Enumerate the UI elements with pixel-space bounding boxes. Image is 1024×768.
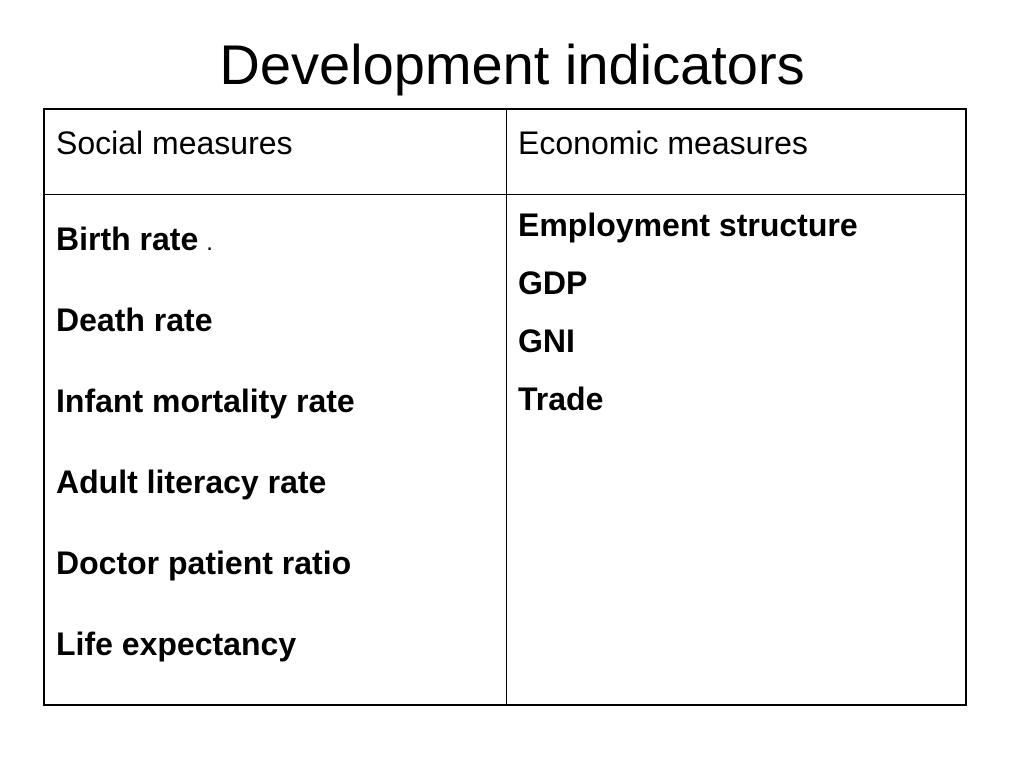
list-item: Trade	[518, 380, 858, 438]
list-item: Death rate	[56, 301, 355, 382]
list-item: GNI	[518, 322, 858, 380]
list-item: Doctor patient ratio	[56, 544, 355, 625]
social-measure-label: Life expectancy	[56, 626, 297, 662]
list-item: Life expectancy	[56, 625, 355, 706]
header-divider	[45, 194, 965, 195]
social-measure-label: Adult literacy rate	[56, 464, 327, 500]
economic-measure-label: Employment structure	[518, 207, 858, 243]
social-measure-label: Birth rate	[56, 221, 199, 257]
list-item: Birth rate.	[56, 220, 355, 301]
economic-measures-list: Employment structure GDP GNI Trade	[518, 206, 858, 438]
economic-measure-label: GDP	[518, 265, 588, 301]
list-item: Infant mortality rate	[56, 382, 355, 463]
social-measure-suffix: .	[206, 229, 213, 256]
list-item: Employment structure	[518, 206, 858, 264]
social-measure-label: Doctor patient ratio	[56, 545, 352, 581]
column-divider	[506, 110, 507, 704]
slide-title: Development indicators	[219, 33, 805, 96]
economic-measure-label: Trade	[518, 381, 604, 417]
social-measure-label: Death rate	[56, 302, 213, 338]
indicators-table: Social measures Economic measures Birth …	[43, 108, 967, 706]
header-social-measures: Social measures	[56, 125, 293, 161]
list-item: GDP	[518, 264, 858, 322]
economic-measure-label: GNI	[518, 323, 575, 359]
header-economic-measures: Economic measures	[518, 125, 808, 161]
list-item: Adult literacy rate	[56, 463, 355, 544]
social-measures-list: Birth rate. Death rate Infant mortality …	[56, 220, 355, 706]
social-measure-label: Infant mortality rate	[56, 383, 355, 419]
